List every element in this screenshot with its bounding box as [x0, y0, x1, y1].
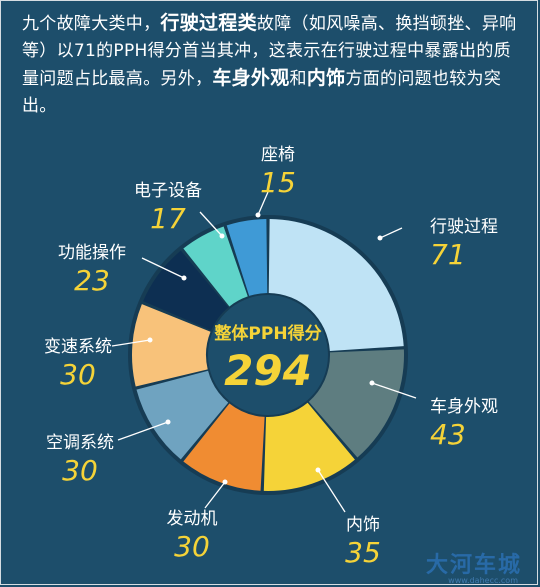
callout-line-7: [141, 257, 185, 279]
slice-6: [132, 304, 211, 387]
slice-9: [226, 219, 268, 296]
slice-3: [263, 402, 355, 491]
callout-dot-4: [222, 479, 228, 485]
slice-value-5: 30: [62, 454, 98, 487]
slice-value-1: 71: [430, 238, 466, 271]
slice-label-1: 行驶过程: [430, 217, 498, 237]
callout-line-4: [204, 481, 226, 509]
slice-2: [308, 349, 404, 458]
intro-text-1: 九个故障大类中，: [22, 14, 161, 34]
intro-bold-interior: 内饰: [306, 67, 346, 89]
slice-label-6: 变速系统: [44, 337, 112, 357]
callout-dot-8: [219, 233, 225, 239]
slice-value-2: 43: [430, 418, 466, 451]
slice-4: [183, 403, 265, 491]
intro-text-4: 方面的问题也较为突出。: [22, 69, 502, 116]
intro-paragraph: 九个故障大类中，行驶过程类故障（如风噪高、换挡顿挫、异响等）以71的PPH得分首…: [22, 10, 522, 120]
slice-5: [136, 370, 229, 460]
slice-value-6: 30: [60, 358, 96, 391]
callout-line-8: [199, 211, 223, 237]
callout-dot-6: [147, 337, 153, 343]
callout-dot-7: [181, 275, 187, 281]
slice-8: [183, 226, 248, 307]
slice-value-8: 17: [150, 202, 186, 235]
slice-label-8: 电子设备: [134, 181, 202, 201]
slice-value-3: 35: [345, 536, 381, 569]
slice-label-4: 发动机: [167, 509, 218, 529]
callout-dot-1: [377, 235, 383, 241]
intro-bold-driving: 行驶过程类: [160, 12, 257, 34]
slice-7: [143, 250, 229, 331]
slice-label-2: 车身外观: [430, 397, 498, 417]
intro-text-3: 和: [289, 69, 307, 89]
callout-dot-5: [165, 419, 171, 425]
center-label: 整体PPH得分: [214, 323, 321, 344]
slice-label-7: 功能操作: [58, 243, 126, 263]
center-total: 294: [224, 346, 312, 395]
slice-label-3: 内饰: [346, 515, 380, 535]
intro-bold-body: 车身外观: [212, 67, 290, 89]
slice-label-9: 座椅: [261, 145, 295, 165]
callout-line-6: [111, 339, 151, 347]
slice-1: [268, 219, 404, 351]
callout-line-2: [371, 382, 417, 399]
slice-value-4: 30: [174, 530, 210, 563]
slice-label-5: 空调系统: [46, 433, 114, 453]
callout-line-5: [117, 421, 169, 441]
intro-text-2: 故障（如风噪高、换挡顿挫、异响等）以71的PPH得分首当其冲，这表示在行驶过程中…: [22, 14, 517, 89]
callout-line-1: [379, 227, 403, 239]
slice-value-7: 23: [74, 264, 110, 297]
callout-line-3: [317, 469, 346, 513]
donut-center: [208, 295, 328, 415]
callout-dot-9: [255, 212, 261, 218]
slice-value-9: 15: [260, 166, 296, 199]
callout-dot-2: [369, 380, 375, 386]
watermark-logo: 大河车城: [425, 553, 522, 578]
watermark-url: www.dahecc.com: [448, 576, 518, 585]
callout-dot-3: [315, 467, 321, 473]
callout-line-9: [257, 191, 269, 216]
